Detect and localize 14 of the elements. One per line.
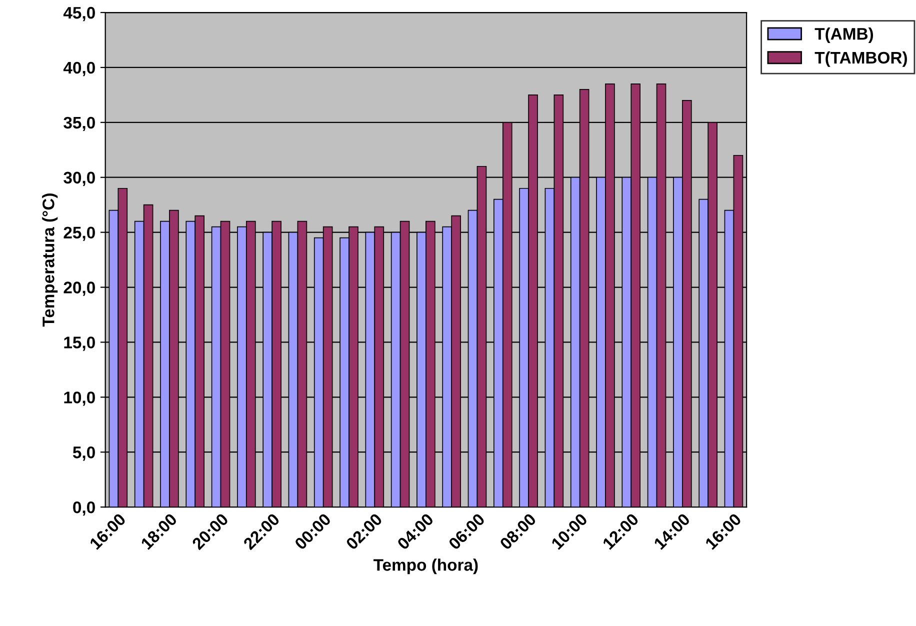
- y-tick-label: 45,0: [63, 6, 95, 22]
- x-axis-title: Tempo (hora): [374, 558, 478, 574]
- y-tick-label: 0,0: [73, 501, 95, 516]
- y-tick-label: 5,0: [72, 446, 95, 461]
- y-tick-label: 15,0: [64, 336, 95, 351]
- y-tick-label: 10,0: [64, 392, 95, 406]
- legend-label: T(TAMBOR): [814, 51, 907, 67]
- y-tick-label: 20,0: [64, 282, 95, 296]
- y-tick-label: 30,0: [64, 172, 95, 186]
- y-tick-label: 35,0: [64, 116, 95, 132]
- y-tick-label: 25,0: [64, 226, 95, 241]
- y-tick-label: 40,0: [63, 62, 95, 76]
- y-axis-title: Temperatura (°C): [42, 194, 58, 327]
- legend-label: T(AMB): [814, 28, 874, 44]
